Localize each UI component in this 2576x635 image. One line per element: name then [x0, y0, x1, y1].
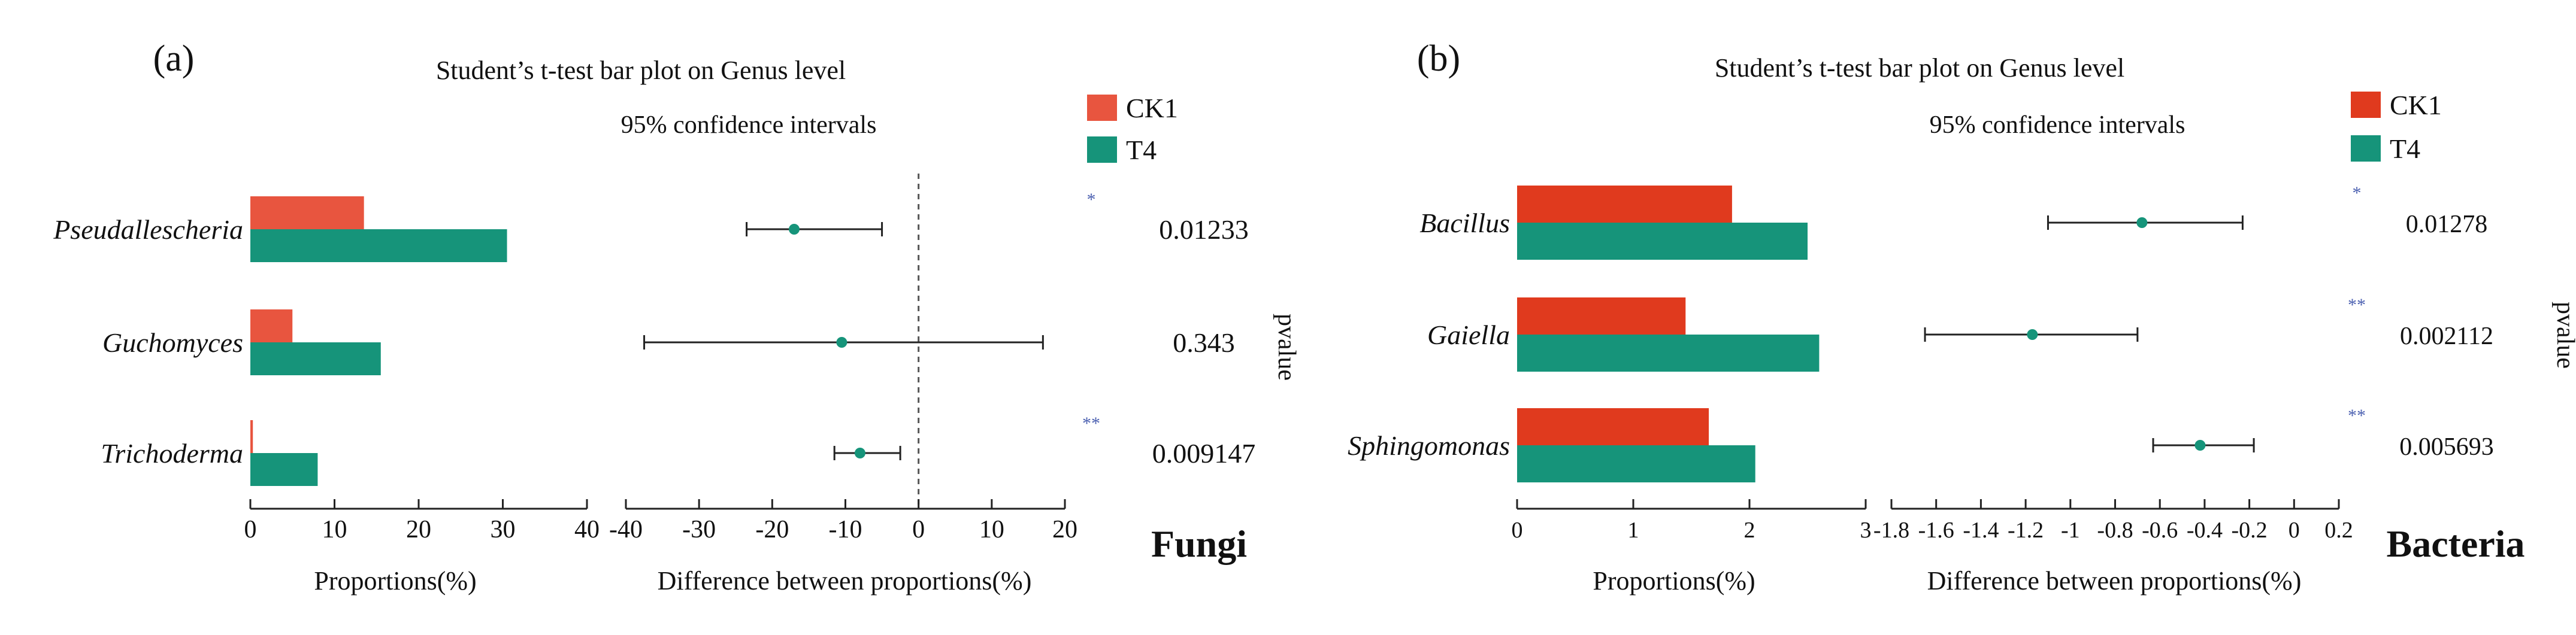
significance-marker: ** [2348, 295, 2366, 315]
proportions-tick-label: 0 [1512, 518, 1523, 543]
difference-tick-label: -0.8 [2097, 518, 2133, 543]
difference-tick-label: -1 [2061, 518, 2080, 543]
proportions-tick-label: 20 [406, 516, 431, 543]
ci-point [788, 224, 800, 235]
difference-tick-label: -1.6 [1918, 518, 1954, 543]
significance-marker: ** [1082, 414, 1100, 433]
bar-ck1 [1517, 408, 1709, 445]
panel-label: (b) [1417, 38, 1460, 79]
bar-t4 [250, 229, 507, 262]
ci-point [2027, 329, 2038, 340]
proportions-axis-label: Proportions(%) [314, 566, 476, 595]
panel-label: (a) [153, 38, 195, 79]
ci-point [836, 337, 847, 348]
pvalue-axis-label: pvalue [2551, 302, 2576, 369]
difference-axis-label: Difference between proportions(%) [1927, 566, 2302, 595]
bar-ck1 [1517, 186, 1732, 223]
ci-point [2194, 440, 2206, 451]
legend-swatch-t4 [1087, 136, 1117, 163]
category-label: Sphingomonas [1348, 430, 1510, 461]
difference-tick-label: -10 [829, 516, 862, 543]
bar-t4 [1517, 445, 1755, 482]
difference-tick-label: 0.2 [2324, 518, 2353, 543]
legend-label-ck1: CK1 [2390, 90, 2442, 120]
bar-ck1 [250, 309, 293, 342]
bar-t4 [250, 342, 381, 375]
pvalue-text: 0.343 [1173, 327, 1235, 358]
bar-ck1 [250, 196, 364, 229]
legend-swatch-ck1 [2351, 92, 2381, 118]
difference-tick-label: -1.2 [2008, 518, 2044, 543]
difference-axis-label: Difference between proportions(%) [658, 566, 1032, 595]
ci-title: 95% confidence intervals [621, 111, 877, 139]
difference-tick-label: -20 [755, 516, 789, 543]
chart-title: Student’s t-test bar plot on Genus level [436, 56, 846, 85]
category-label: Trichoderma [101, 438, 243, 469]
legend-label-t4: T4 [1126, 135, 1157, 165]
bar-t4 [1517, 335, 1820, 372]
proportions-axis-label: Proportions(%) [1593, 566, 1755, 595]
difference-tick-label: 10 [979, 516, 1004, 543]
group-label: Bacteria [2387, 522, 2525, 565]
ci-point [2136, 217, 2148, 228]
legend-swatch-t4 [2351, 135, 2381, 162]
pvalue-axis-label: pvalue [1273, 314, 1300, 381]
difference-tick-label: 0 [912, 516, 925, 543]
significance-marker: * [1087, 190, 1096, 209]
category-label: Gaiella [1427, 320, 1510, 350]
ci-title: 95% confidence intervals [1930, 111, 2185, 139]
proportions-tick-label: 30 [491, 516, 516, 543]
proportions-tick-label: 2 [1744, 518, 1755, 543]
group-label: Fungi [1151, 522, 1247, 565]
difference-tick-label: -0.2 [2232, 518, 2268, 543]
bar-t4 [1517, 223, 1808, 260]
pvalue-text: 0.01233 [1159, 214, 1249, 245]
proportions-tick-label: 40 [574, 516, 600, 543]
significance-marker: * [2353, 183, 2362, 203]
category-label: Pseudallescheria [53, 214, 243, 245]
bar-ck1 [1517, 297, 1686, 335]
bar-t4 [250, 453, 318, 486]
proportions-tick-label: 10 [322, 516, 347, 543]
proportions-tick-label: 3 [1860, 518, 1872, 543]
difference-tick-label: -1.8 [1873, 518, 1909, 543]
difference-tick-label: -0.6 [2142, 518, 2178, 543]
difference-tick-label: -30 [682, 516, 716, 543]
category-label: Guchomyces [102, 327, 243, 358]
difference-tick-label: -40 [609, 516, 643, 543]
chart-title: Student’s t-test bar plot on Genus level [1715, 53, 2124, 83]
difference-tick-label: 0 [2289, 518, 2300, 543]
difference-tick-label: -1.4 [1963, 518, 1999, 543]
legend-label-ck1: CK1 [1126, 93, 1178, 123]
difference-tick-label: 20 [1052, 516, 1077, 543]
pvalue-text: 0.009147 [1152, 438, 1256, 469]
difference-tick-label: -0.4 [2187, 518, 2223, 543]
significance-marker: ** [2348, 406, 2366, 426]
legend-swatch-ck1 [1087, 95, 1117, 121]
proportions-tick-label: 1 [1628, 518, 1639, 543]
legend-label-t4: T4 [2390, 133, 2420, 164]
pvalue-text: 0.002112 [2400, 323, 2493, 350]
ci-point [854, 448, 865, 458]
category-label: Bacillus [1419, 208, 1510, 238]
pvalue-text: 0.005693 [2399, 433, 2494, 461]
bar-ck1 [250, 420, 253, 453]
proportions-tick-label: 0 [244, 516, 257, 543]
pvalue-text: 0.01278 [2406, 211, 2488, 238]
